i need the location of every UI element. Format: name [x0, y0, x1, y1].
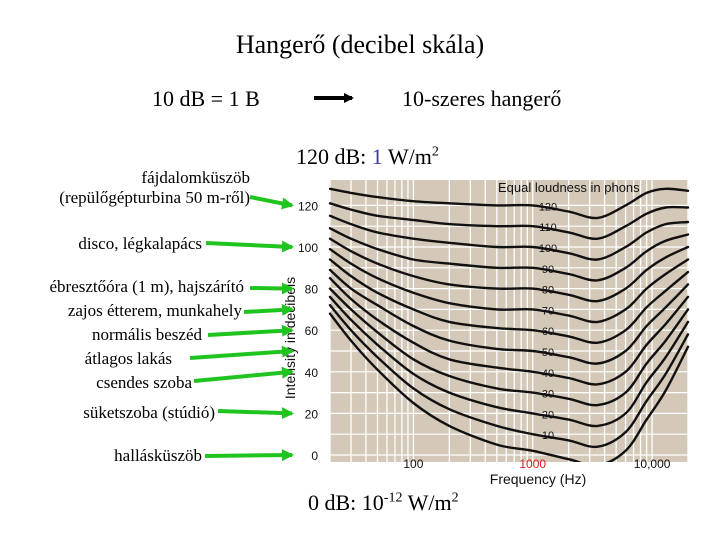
- phon-curve-70: [328, 247, 690, 324]
- pointer-arrow-70: [243, 303, 294, 316]
- page-title: Hangerő (decibel skála): [235, 30, 485, 59]
- phon-label-20: 20: [542, 409, 554, 421]
- bottom-info-unit: W/m: [407, 490, 452, 515]
- pointer-arrow-80: [249, 282, 294, 295]
- x-axis-label: Frequency (Hz): [490, 471, 586, 487]
- phon-label-110: 110: [539, 222, 557, 234]
- phon-curve-30: [328, 287, 690, 407]
- phon-curve-10: [328, 304, 690, 449]
- pointer-arrow-120: [249, 195, 294, 210]
- phon-curve-110: [328, 202, 690, 241]
- x-tick-label-10,000: 10,000: [634, 457, 671, 471]
- pointer-arrow-60: [207, 324, 294, 337]
- label-normal-speech: normális beszéd: [92, 325, 202, 344]
- y-tick-label-0: 0: [311, 449, 318, 463]
- phon-label-10: 10: [542, 430, 554, 442]
- phon-label-80: 80: [542, 285, 554, 297]
- pointer-arrow-50: [189, 345, 294, 360]
- phon-label-50: 50: [542, 347, 554, 359]
- label-average-home: átlagos lakás: [84, 349, 172, 368]
- x-tick-label-1000: 1000: [519, 457, 546, 471]
- bottom-info-prefix: 0 dB:: [308, 490, 357, 515]
- phon-label-60: 60: [542, 326, 554, 338]
- chart-title: Equal loudness in phons: [498, 180, 640, 195]
- top-info-exp: 2: [431, 144, 439, 160]
- phon-label-40: 40: [542, 368, 554, 380]
- bottom-info-exp: -12: [383, 490, 403, 506]
- bottom-intensity-info: 0 dB: 10-12 W/m2: [308, 490, 459, 516]
- label-anechoic-room: süketszoba (stúdió): [83, 403, 215, 422]
- label-alarm-clock: ébresztőóra (1 m), hajszárító: [49, 277, 244, 296]
- top-info-prefix: 120 dB:: [296, 144, 367, 169]
- pointer-arrow-40: [193, 366, 294, 383]
- pointer-arrow-0: [204, 449, 294, 462]
- y-tick-label-20: 20: [305, 407, 319, 421]
- equation-right: 10-szeres hangerő: [402, 86, 562, 111]
- phon-label-100: 100: [539, 243, 557, 255]
- label-hearing-threshold: hallásküszöb: [114, 446, 202, 465]
- top-info-unit: W/m: [387, 144, 432, 169]
- phon-label-120: 120: [539, 201, 557, 213]
- label-line: (repülőgépturbina 50 m-ről): [59, 188, 250, 207]
- label-line: fájdalomküszöb: [141, 168, 250, 187]
- top-intensity-info: 120 dB: 1 W/m2: [296, 144, 439, 170]
- label-pain-threshold: fájdalomküszöb (repülőgépturbina 50 m-rő…: [59, 168, 250, 208]
- label-noisy-restaurant: zajos étterem, munkahely: [67, 301, 242, 320]
- y-tick-label-100: 100: [298, 241, 318, 255]
- y-axis-label: Intensity in decibels: [282, 277, 298, 399]
- label-quiet-room: csendes szoba: [96, 373, 192, 392]
- phon-curve-90: [328, 227, 690, 282]
- phon-curve-40: [328, 277, 690, 386]
- phon-curve-50: [328, 268, 690, 365]
- top-info-value: 1: [371, 144, 383, 169]
- phon-curve-0: [328, 312, 690, 467]
- y-tick-label-80: 80: [305, 283, 319, 297]
- phon-curve-80: [328, 237, 690, 303]
- x-tick-label-100: 100: [403, 457, 423, 471]
- y-tick-label-60: 60: [305, 324, 319, 338]
- phon-label-90: 90: [542, 264, 554, 276]
- pointer-arrow-100: [205, 240, 294, 253]
- phon-curve-120: [328, 187, 690, 220]
- equation-left: 10 dB = 1 B: [152, 86, 260, 111]
- pointer-arrow-20: [217, 407, 294, 420]
- plot-bottom-mask: [328, 462, 692, 476]
- phon-curve-60: [328, 258, 690, 345]
- label-disco: disco, légkalapács: [78, 234, 202, 253]
- bottom-info-unit-exp: 2: [451, 490, 459, 506]
- phon-label-70: 70: [542, 305, 554, 317]
- phon-curve-100: [328, 214, 690, 261]
- phon-label-30: 30: [542, 389, 554, 401]
- y-tick-label-120: 120: [298, 199, 318, 213]
- y-tick-label-40: 40: [305, 366, 319, 380]
- phon-curve-20: [328, 295, 690, 428]
- bottom-info-base: 10: [361, 490, 384, 515]
